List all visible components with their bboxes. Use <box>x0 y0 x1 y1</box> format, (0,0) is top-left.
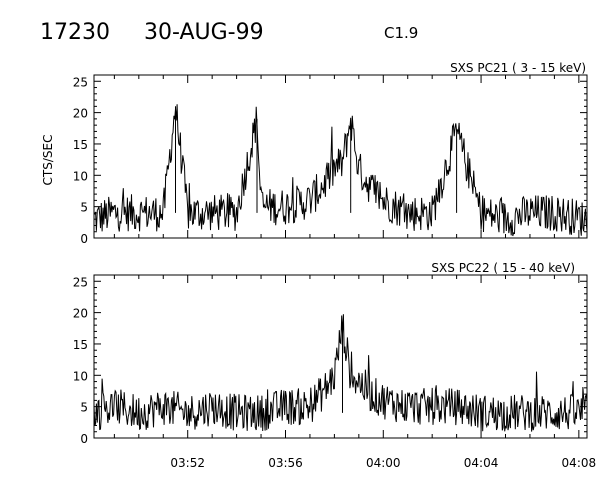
y-tick-label: 15 <box>73 138 88 152</box>
y-tick-label: 25 <box>73 275 88 289</box>
y-tick-label: 5 <box>80 201 88 215</box>
y-tick-label: 0 <box>80 432 88 446</box>
axes: 0 5 10 15 20 25 03:52 03:56 04:00 04:04 04:08 <box>73 274 597 470</box>
y-tick-label: 10 <box>73 169 88 183</box>
x-tick-label: 04:04 <box>464 456 499 470</box>
y-axis-label: CTS/SEC <box>41 135 55 186</box>
panel-title: SXS PC22 ( 15 - 40 keV) <box>431 261 575 275</box>
y-tick-label: 20 <box>73 107 88 121</box>
y-tick-label: 10 <box>73 369 88 383</box>
series-line <box>93 314 588 432</box>
plot-frame <box>93 274 588 439</box>
panel-top: SXS PC21 ( 3 - 15 keV) CTS/SEC 0 5 10 15 20 2… <box>41 61 588 246</box>
y-tick-label: 20 <box>73 307 88 321</box>
y-tick-label: 25 <box>73 75 88 89</box>
flare-class: C1.9 <box>384 24 418 42</box>
x-tick-label: 03:52 <box>170 456 205 470</box>
event-date: 30-AUG-99 <box>144 20 264 45</box>
y-tick-label: 0 <box>80 232 88 246</box>
x-tick-label: 04:00 <box>366 456 401 470</box>
x-tick-label: 04:08 <box>562 456 597 470</box>
x-tick-label: 03:56 <box>268 456 303 470</box>
axes: 0 5 10 15 20 25 <box>73 74 588 246</box>
event-id: 17230 <box>40 20 110 45</box>
y-tick-label: 15 <box>73 338 88 352</box>
y-tick-label: 5 <box>80 401 88 415</box>
panel-title: SXS PC21 ( 3 - 15 keV) <box>450 61 586 75</box>
series-line <box>93 104 588 237</box>
